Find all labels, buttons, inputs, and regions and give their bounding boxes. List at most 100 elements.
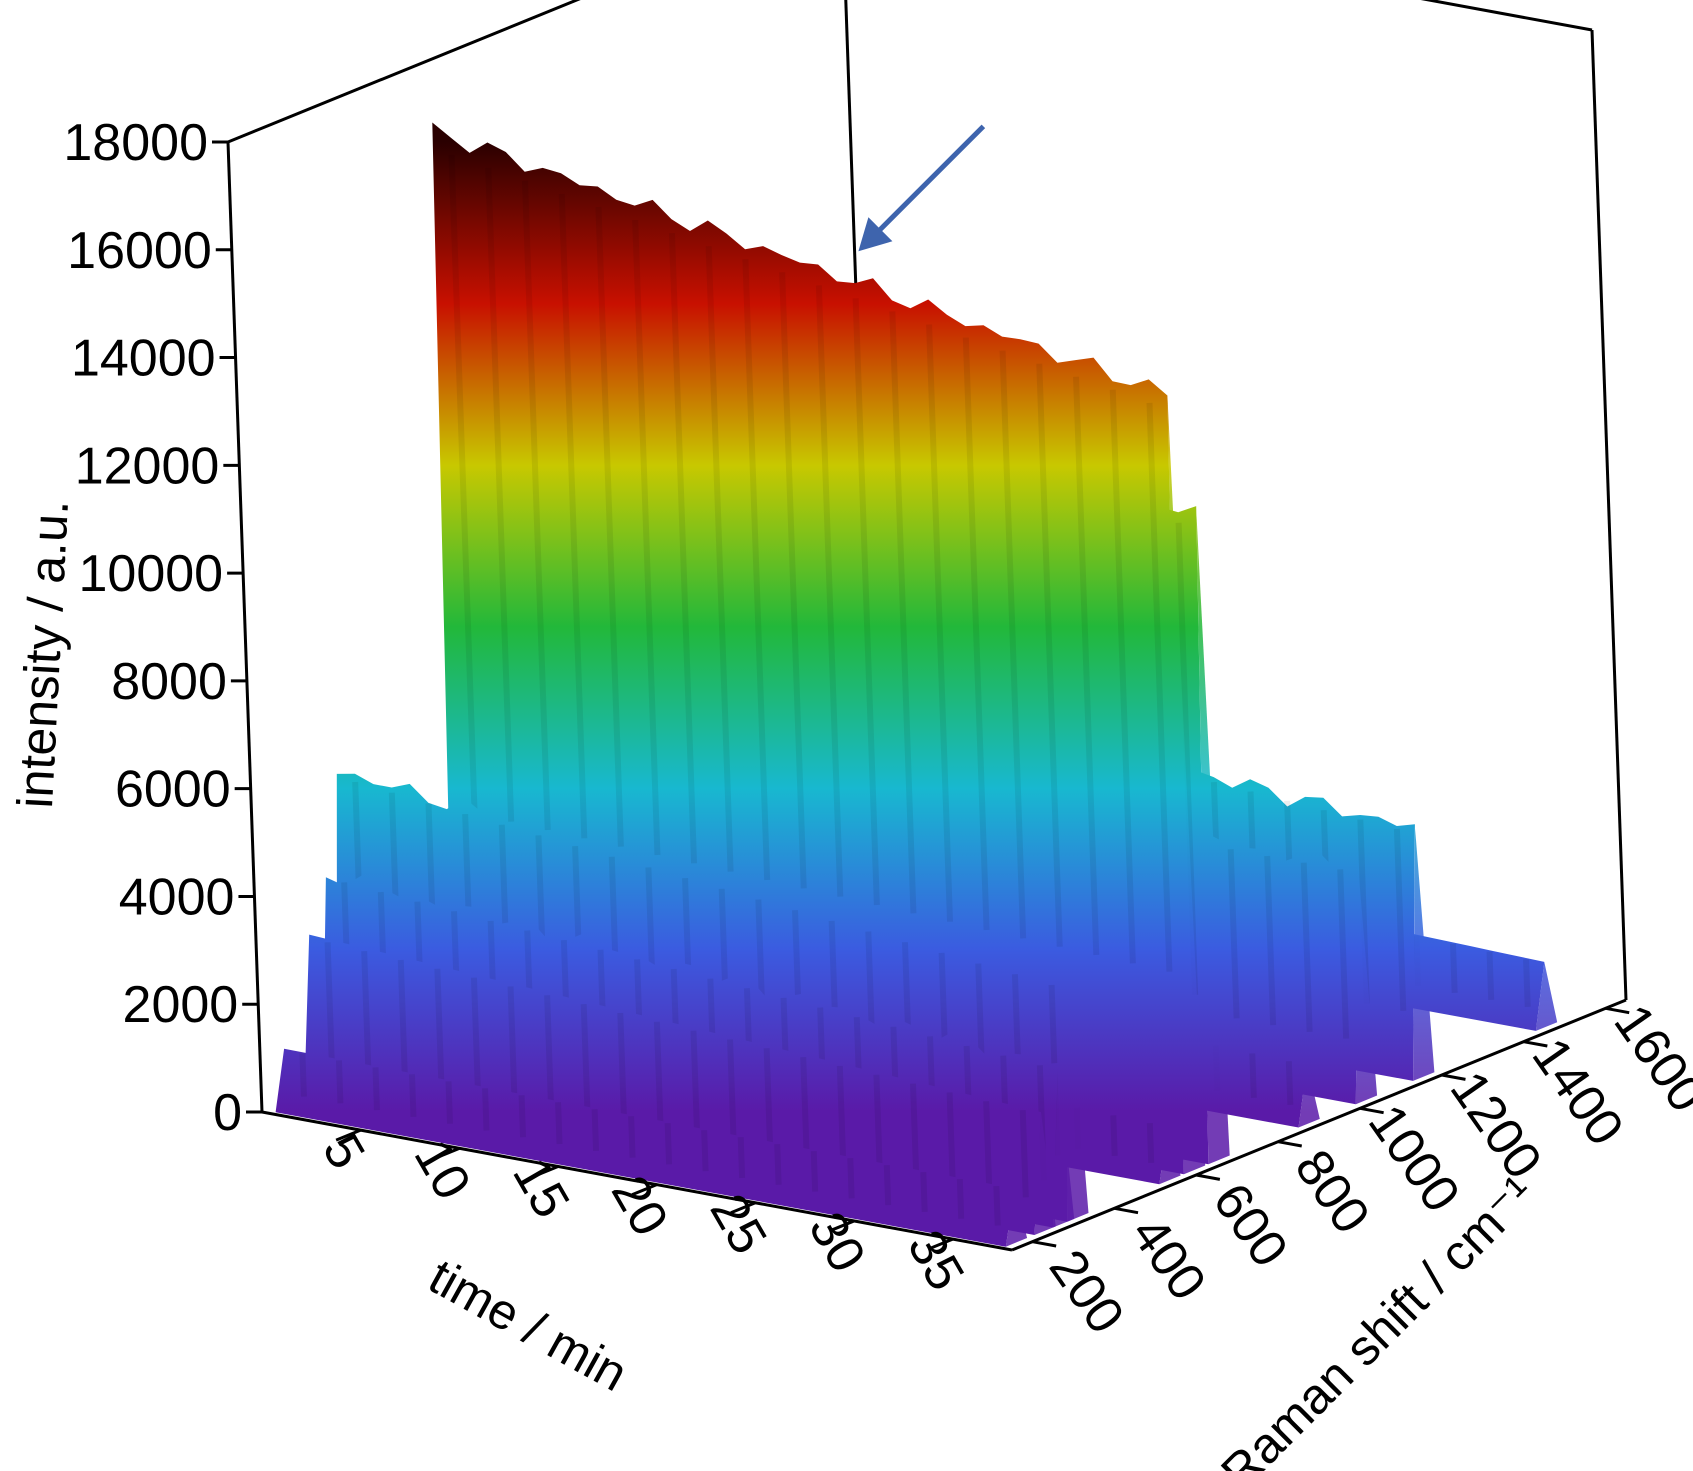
z-tick-label: 14000: [71, 330, 216, 388]
band-striation: [617, 1012, 627, 1118]
band-striation: [920, 1171, 928, 1213]
back-frame-edge: [226, 141, 264, 1113]
y-tick: [1441, 1073, 1466, 1081]
band-striation: [1300, 862, 1313, 1032]
z-tick-label: 18000: [63, 114, 208, 172]
band-striation: [1227, 849, 1240, 1019]
band-striation: [1019, 1109, 1029, 1198]
band-striation: [555, 1102, 563, 1145]
band-striation: [335, 1060, 344, 1104]
band-striation: [1249, 1053, 1257, 1098]
z-tick-label: 2000: [123, 976, 239, 1034]
arrow-shaft: [870, 124, 986, 240]
band-striation: [1073, 376, 1100, 956]
band-striation: [705, 246, 734, 872]
band-striation: [1393, 828, 1407, 1011]
band-striation: [1036, 363, 1063, 947]
band-end-cap: [1413, 828, 1435, 1081]
band-striation: [632, 219, 661, 856]
y-tick: [1114, 1206, 1139, 1215]
y-tick-label: 800: [1283, 1140, 1380, 1244]
band-striation: [836, 1065, 847, 1162]
x-tick: [434, 1146, 460, 1160]
band-striation: [324, 942, 335, 1060]
band-striation: [883, 1164, 892, 1206]
back-frame-edge: [1420, 0, 1593, 32]
z-tick-label: 12000: [75, 437, 220, 495]
band-striation: [774, 1144, 782, 1185]
band-end-cap: [1159, 1126, 1181, 1185]
band-striation: [852, 298, 880, 906]
band-striation: [742, 259, 771, 881]
x-tick: [730, 1201, 756, 1215]
band-striation: [1449, 943, 1458, 993]
y-tick: [1605, 1006, 1630, 1015]
z-tick-label: 6000: [115, 761, 231, 819]
band-striation: [1146, 1123, 1155, 1163]
arrow-head: [858, 217, 893, 252]
band-striation: [361, 951, 372, 1067]
band-striation: [926, 324, 954, 922]
band-striation: [1486, 951, 1495, 1000]
back-frame-edge: [227, 0, 581, 144]
y-tick: [1277, 1140, 1303, 1148]
band-striation: [956, 1178, 965, 1219]
intensity-axis-ticks: 0 2000 4000 6000 8000 10000 12000 14000 16000 180…: [63, 114, 262, 1142]
band-striation: [847, 1158, 855, 1199]
band-end-cap: [1355, 868, 1378, 1105]
band-striation: [299, 1053, 307, 1097]
band-end-cap: [1034, 1112, 1056, 1235]
x-tick-label: 5: [311, 1125, 376, 1179]
band-striation: [653, 1021, 664, 1125]
band-end-cap: [1067, 985, 1089, 1222]
band-striation: [470, 977, 481, 1089]
band-striation: [1337, 869, 1350, 1039]
band-striation: [983, 1101, 993, 1191]
band-striation: [628, 1116, 636, 1158]
band-striation: [544, 995, 554, 1104]
band-striation: [448, 154, 478, 814]
band-striation: [690, 1030, 701, 1133]
band-striation: [521, 180, 551, 831]
band-striation: [1110, 1115, 1118, 1157]
band-striation: [727, 1039, 737, 1140]
band-striation: [518, 1095, 527, 1138]
z-tick-label: 0: [213, 1084, 242, 1142]
z-tick-label: 8000: [111, 653, 227, 711]
peak-arrow-annotation: [858, 124, 986, 252]
band-striation: [800, 1056, 810, 1154]
band-striation: [946, 1092, 956, 1184]
band-striation: [999, 350, 1027, 939]
band-striation: [1285, 1061, 1294, 1105]
x-tick: [828, 1219, 855, 1233]
band-striation: [993, 1185, 1001, 1226]
z-tick-label: 4000: [119, 868, 235, 926]
spectral-band: [275, 1048, 1028, 1247]
x-tick: [631, 1183, 658, 1197]
z-tick-label: 10000: [79, 545, 224, 603]
y-tick: [1195, 1173, 1221, 1181]
band-striation: [445, 1081, 453, 1124]
band-striation: [909, 1083, 920, 1176]
x-tick: [335, 1128, 362, 1142]
y-tick-label: 200: [1038, 1240, 1135, 1344]
band-striation: [763, 1048, 774, 1147]
intensity-axis-title: intensity / a.u.: [7, 499, 79, 810]
band-striation: [595, 206, 624, 847]
spectra-surface: [275, 122, 1558, 1247]
band-striation: [1264, 855, 1277, 1026]
band-end-cap: [1298, 1063, 1320, 1128]
band-striation: [737, 1137, 746, 1179]
band-striation: [668, 233, 698, 864]
band-striation: [779, 272, 807, 889]
y-tick: [1032, 1240, 1057, 1248]
band-end-cap: [1535, 961, 1558, 1031]
band-end-cap: [1052, 1066, 1075, 1228]
band-striation: [372, 1067, 380, 1111]
band-striation: [1523, 959, 1531, 1007]
y-tick-label: 400: [1120, 1206, 1217, 1310]
band-striation: [815, 285, 844, 897]
band-striation: [889, 311, 917, 914]
band-striation: [482, 1088, 490, 1131]
band-face: [275, 1048, 1015, 1247]
